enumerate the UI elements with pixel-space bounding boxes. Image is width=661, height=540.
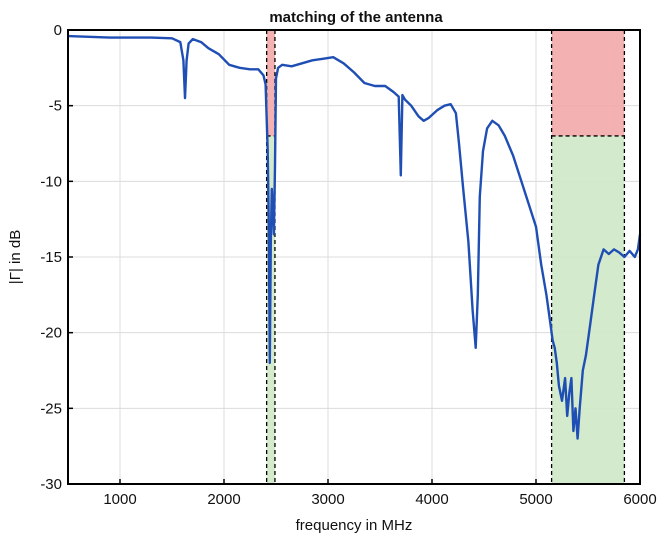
y-axis-label: |Γ| in dB — [7, 230, 24, 284]
x-tick-label: 4000 — [415, 491, 448, 508]
y-tick-labels: 0 -5 -10 -15 -20 -25 -30 — [40, 22, 73, 493]
y-tick-label: -10 — [40, 173, 62, 190]
y-tick-label: -15 — [40, 249, 62, 266]
y-tick-label: -20 — [40, 325, 62, 342]
series-line — [67, 34, 642, 440]
x-tick-label: 3000 — [311, 491, 344, 508]
y-tick-label: -5 — [49, 98, 62, 115]
x-tick-label: 2000 — [207, 491, 240, 508]
band-red-region — [266, 30, 275, 136]
chart-title: matching of the antenna — [269, 9, 443, 26]
x-tick-labels: 1000 2000 3000 4000 5000 6000 — [103, 479, 657, 508]
y-tick-label: -30 — [40, 476, 62, 493]
y-tick-label: -25 — [40, 400, 62, 417]
y-tick-label: 0 — [54, 22, 62, 39]
x-tick-label: 1000 — [103, 491, 136, 508]
x-axis-label: frequency in MHz — [296, 517, 413, 534]
grid — [68, 29, 641, 485]
band-green-region — [551, 135, 625, 484]
x-tick-label: 6000 — [623, 491, 656, 508]
series — [67, 34, 642, 440]
band-red-region — [551, 30, 625, 136]
x-tick-label: 5000 — [519, 491, 552, 508]
